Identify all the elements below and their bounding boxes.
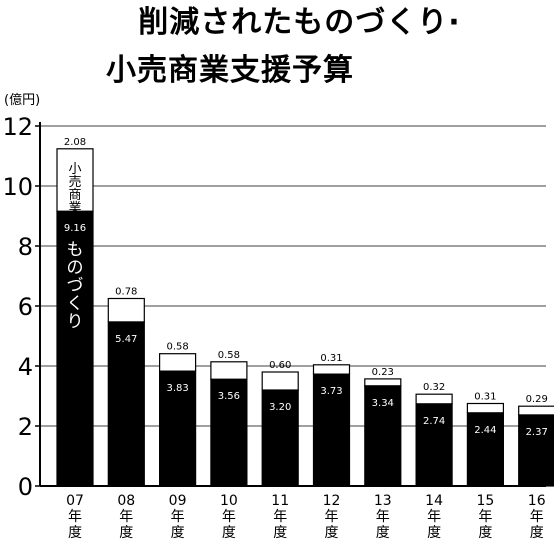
bar-value-label-kouri: 0.32	[423, 382, 445, 393]
bar-segment-kouri	[466, 402, 504, 414]
in-bar-label-monozukuri: り	[67, 312, 84, 332]
x-tick-label: 年	[376, 509, 390, 525]
bar-value-label-kouri: 0.31	[320, 353, 342, 364]
bar-segment-kouri	[107, 297, 145, 323]
x-tick-label: 11	[271, 493, 289, 509]
x-tick-label: 度	[222, 525, 236, 541]
x-tick-label: 年	[222, 509, 236, 525]
bar-value-label-kouri: 0.29	[526, 394, 548, 405]
bar-segment-monozukuri	[466, 412, 504, 487]
x-tick-label: 度	[171, 525, 185, 541]
bar-value-label-monozukuri: 9.16	[64, 223, 86, 234]
y-unit-label: (億円)	[4, 92, 40, 108]
x-tick-label: 年	[273, 509, 287, 525]
y-tick-label: 10	[2, 173, 33, 201]
x-tick-label: 年	[325, 509, 339, 525]
x-tick-label: 度	[273, 525, 287, 541]
in-bar-label-kouri: 商	[68, 188, 81, 203]
y-tick-label: 8	[18, 233, 33, 261]
bar-segment-monozukuri	[312, 373, 351, 487]
x-tick-label: 年	[68, 509, 82, 525]
bar-value-label-kouri: 0.78	[115, 287, 137, 298]
in-bar-label-kouri: 小	[68, 162, 81, 177]
x-tick-label: 度	[530, 525, 544, 541]
bar-value-label-monozukuri: 2.44	[474, 425, 496, 436]
bar-value-label-monozukuri: 3.83	[166, 383, 188, 394]
x-tick-label: 度	[376, 525, 390, 541]
x-tick-label: 13	[374, 493, 392, 509]
bar-value-label-monozukuri: 3.73	[320, 386, 342, 397]
bar-value-label-monozukuri: 3.56	[218, 391, 240, 402]
y-tick-label: 6	[18, 293, 33, 321]
y-tick-label: 4	[18, 353, 33, 381]
in-bar-label-monozukuri: も	[67, 240, 84, 260]
bars-layer	[56, 148, 554, 487]
y-tick-label: 2	[18, 413, 33, 441]
y-tick-label: 0	[18, 473, 33, 501]
bar-segment-kouri	[159, 353, 197, 372]
chart-title-line-2: 小売商業支援予算	[106, 53, 354, 88]
bar-segment-monozukuri	[415, 403, 453, 487]
x-tick-label: 年	[119, 509, 133, 525]
y-tick-label: 12	[2, 113, 33, 141]
x-tick-label: 度	[325, 525, 339, 541]
labels-layer: 024681012(億円)9.162.0807年度5.470.7808年度3.8…	[2, 92, 547, 541]
bar-segment-kouri	[518, 405, 554, 416]
x-tick-label: 度	[478, 525, 492, 541]
x-tick-label: 15	[476, 493, 494, 509]
bar-segment-monozukuri	[107, 321, 145, 487]
bar-value-label-monozukuri: 2.74	[423, 416, 445, 427]
x-tick-label: 07	[66, 493, 84, 509]
x-tick-label: 度	[427, 525, 441, 541]
bar-value-label-monozukuri: 3.34	[372, 398, 394, 409]
bar-segment-kouri	[364, 378, 402, 387]
bar-value-label-kouri: 0.60	[269, 360, 291, 371]
x-tick-label: 14	[425, 493, 443, 509]
in-bar-label-monozukuri: く	[67, 294, 84, 314]
in-bar-label-monozukuri: づ	[67, 276, 84, 296]
bar-segment-monozukuri	[159, 370, 197, 487]
bar-segment-kouri	[56, 148, 94, 212]
bar-segment-monozukuri	[518, 414, 554, 487]
bar-value-label-kouri: 2.08	[64, 137, 86, 148]
in-bar-label-monozukuri: の	[67, 258, 84, 278]
bar-value-label-kouri: 0.58	[218, 350, 240, 361]
bar-segment-kouri	[210, 361, 248, 380]
x-tick-label: 16	[528, 493, 546, 509]
bar-value-label-monozukuri: 3.20	[269, 402, 291, 413]
bar-value-label-monozukuri: 2.37	[526, 427, 548, 438]
bar-segment-monozukuri	[210, 378, 248, 487]
x-tick-label: 12	[323, 493, 341, 509]
bar-segment-kouri	[312, 364, 351, 375]
x-tick-label: 度	[68, 525, 82, 541]
bar-segment-kouri	[261, 371, 299, 391]
in-bar-label-kouri: 売	[68, 174, 81, 190]
x-tick-label: 年	[530, 509, 544, 525]
chart-title-line-1: 削減されたものづくり·	[138, 5, 461, 40]
x-tick-label: 年	[427, 509, 441, 525]
bar-value-label-kouri: 0.31	[474, 392, 496, 403]
bar-value-label-monozukuri: 5.47	[115, 334, 137, 345]
bar-segment-kouri	[415, 393, 453, 405]
bar-segment-monozukuri	[56, 210, 94, 487]
x-tick-label: 年	[478, 509, 492, 525]
bar-value-label-kouri: 0.23	[372, 367, 394, 378]
x-tick-label: 10	[220, 493, 238, 509]
axis-layer	[35, 122, 546, 487]
in-bar-label-kouri: 業	[68, 200, 81, 216]
x-tick-label: 09	[169, 493, 187, 509]
x-tick-label: 年	[171, 509, 185, 525]
x-tick-label: 08	[117, 493, 135, 509]
x-tick-label: 度	[119, 525, 133, 541]
bar-value-label-kouri: 0.58	[166, 342, 188, 353]
